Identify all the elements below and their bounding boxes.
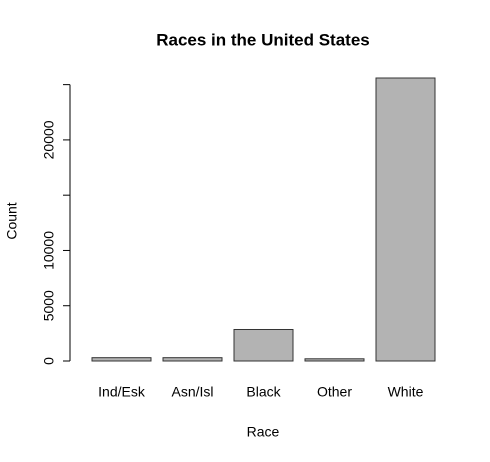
y-tick-label: 10000 (41, 231, 57, 270)
x-tick-label: White (388, 384, 424, 400)
y-tick-label: 20000 (41, 120, 57, 159)
x-tick-label: Other (317, 384, 352, 400)
bar (233, 328, 294, 362)
x-tick-label: Ind/Esk (98, 384, 146, 400)
y-tick-label: 0 (41, 357, 57, 365)
y-tick-label: 5000 (41, 290, 57, 321)
bar (304, 358, 365, 362)
chart-title: Races in the United States (156, 30, 370, 49)
bar (91, 357, 152, 362)
x-tick-label: Black (246, 384, 281, 400)
x-tick-label: Asn/Isl (171, 384, 213, 400)
bar (375, 77, 436, 362)
x-axis-label: Race (247, 424, 280, 440)
bar (162, 357, 223, 362)
y-axis-label: Count (4, 202, 20, 239)
